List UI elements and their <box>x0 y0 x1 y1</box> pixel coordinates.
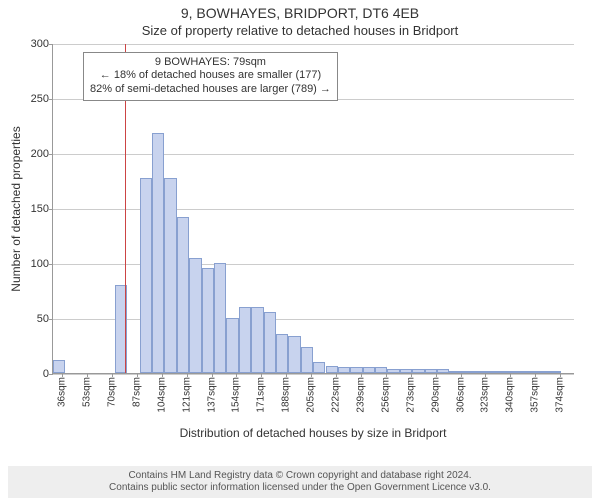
gridline <box>53 319 574 320</box>
histogram-bar <box>226 318 238 373</box>
histogram-bar <box>363 367 375 373</box>
page-title: 9, BOWHAYES, BRIDPORT, DT6 4EB <box>0 0 600 21</box>
histogram-bar <box>140 178 152 373</box>
xtick-label: 306sqm <box>456 377 467 413</box>
annotation-box: 9 BOWHAYES: 79sqm← 18% of detached house… <box>83 52 338 101</box>
xtick-label: 171sqm <box>255 377 266 413</box>
footer-line-2: Contains public sector information licen… <box>14 482 586 494</box>
xtick-label: 273sqm <box>406 377 417 413</box>
ytick-label: 200 <box>19 148 53 160</box>
histogram-bar <box>313 362 325 373</box>
xtick-label: 357sqm <box>530 377 541 413</box>
chart-container: Number of detached properties 0501001502… <box>0 38 600 458</box>
gridline <box>53 154 574 155</box>
xtick-label: 239sqm <box>356 377 367 413</box>
ytick-label: 300 <box>19 38 53 50</box>
histogram-bar <box>251 307 263 373</box>
histogram-bar <box>536 371 548 373</box>
histogram-bar <box>276 334 288 373</box>
xtick-label: 205sqm <box>306 377 317 413</box>
histogram-bar <box>487 371 499 373</box>
histogram-bar <box>214 263 226 373</box>
histogram-bar <box>511 371 523 373</box>
xtick-label: 154sqm <box>230 377 241 413</box>
annotation-line: 82% of semi-detached houses are larger (… <box>90 83 331 97</box>
xtick-label: 256sqm <box>381 377 392 413</box>
histogram-bar <box>152 133 164 373</box>
footer: Contains HM Land Registry data © Crown c… <box>8 466 592 498</box>
xtick-label: 53sqm <box>81 377 92 407</box>
ytick-label: 250 <box>19 93 53 105</box>
ytick-label: 50 <box>19 313 53 325</box>
xtick-label: 374sqm <box>555 377 566 413</box>
histogram-bar <box>53 360 65 373</box>
plot-area: 05010015020025030036sqm53sqm70sqm87sqm10… <box>52 44 574 374</box>
x-axis-label: Distribution of detached houses by size … <box>180 426 447 440</box>
gridline <box>53 44 574 45</box>
histogram-bar <box>437 369 449 372</box>
xtick-label: 137sqm <box>207 377 218 413</box>
xtick-label: 323sqm <box>480 377 491 413</box>
xtick-label: 104sqm <box>157 377 168 413</box>
annotation-line: 9 BOWHAYES: 79sqm <box>90 56 331 70</box>
histogram-bar <box>462 371 474 373</box>
xtick-label: 340sqm <box>505 377 516 413</box>
histogram-bar <box>425 369 437 372</box>
gridline <box>53 209 574 210</box>
histogram-bar <box>189 258 201 372</box>
histogram-bar <box>412 369 424 372</box>
ytick-label: 150 <box>19 203 53 215</box>
ytick-label: 100 <box>19 258 53 270</box>
histogram-bar <box>177 217 189 373</box>
gridline <box>53 374 574 375</box>
xtick-label: 188sqm <box>280 377 291 413</box>
histogram-bar <box>164 178 176 373</box>
xtick-label: 222sqm <box>331 377 342 413</box>
footer-line-1: Contains HM Land Registry data © Crown c… <box>14 470 586 482</box>
xtick-label: 36sqm <box>56 377 67 407</box>
histogram-bar <box>449 371 461 373</box>
xtick-label: 70sqm <box>106 377 117 407</box>
xtick-label: 290sqm <box>431 377 442 413</box>
xtick-label: 87sqm <box>132 377 143 407</box>
histogram-bar <box>326 366 338 373</box>
histogram-bar <box>239 307 251 373</box>
histogram-bar <box>202 268 214 373</box>
gridline <box>53 264 574 265</box>
histogram-bar <box>301 347 313 372</box>
histogram-bar <box>338 367 350 373</box>
chart-subtitle: Size of property relative to detached ho… <box>0 21 600 38</box>
histogram-bar <box>288 336 300 372</box>
histogram-bar <box>264 312 276 373</box>
ytick-label: 0 <box>19 368 53 380</box>
histogram-bar <box>387 369 399 372</box>
histogram-bar <box>548 371 560 373</box>
xtick-label: 121sqm <box>182 377 193 413</box>
annotation-line: ← 18% of detached houses are smaller (17… <box>90 69 331 83</box>
